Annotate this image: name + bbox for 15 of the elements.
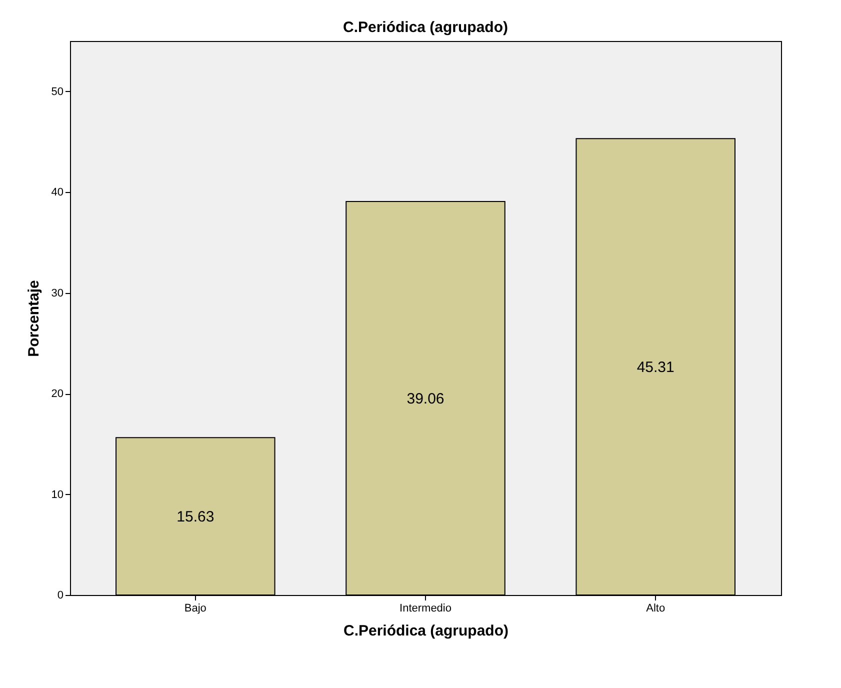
- data-label: 15.63: [176, 508, 214, 526]
- x-axis-title: C.Periódica (agrupado): [343, 622, 509, 640]
- x-tick-label: Intermedio: [400, 602, 452, 614]
- data-label: 39.06: [406, 390, 444, 408]
- y-tick-label: 0: [57, 590, 64, 602]
- y-tick-label: 20: [51, 388, 64, 400]
- y-axis-title: Porcentaje: [25, 280, 42, 357]
- y-tick-label: 10: [51, 488, 64, 501]
- data-label: 45.31: [636, 358, 674, 376]
- x-tick-label: Bajo: [184, 602, 206, 614]
- chart-title: C.Periódica (agrupado): [342, 19, 508, 36]
- y-tick-label: 30: [51, 287, 64, 300]
- y-tick-label: 50: [51, 86, 64, 98]
- x-tick-label: Alto: [646, 602, 666, 614]
- y-tick-label: 40: [51, 186, 64, 199]
